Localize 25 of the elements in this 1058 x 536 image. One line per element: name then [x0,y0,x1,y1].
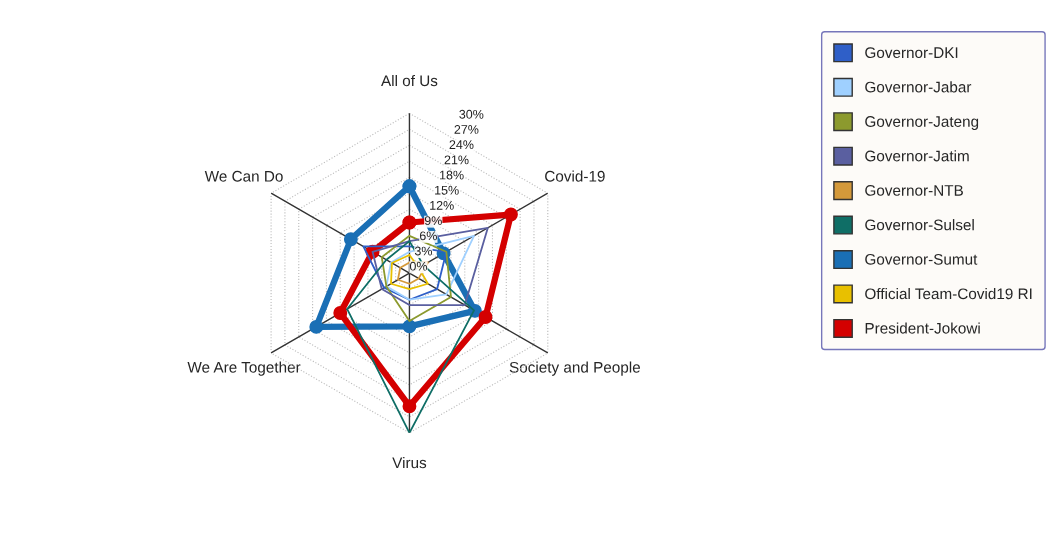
legend-label: Governor-Jateng [865,116,979,130]
legend-label: Governor-Jabar [865,81,972,93]
y-tick-label: 3% [414,246,432,256]
spoke-label: Virus [392,456,427,469]
y-tick-label: 21% [444,155,469,165]
y-tick-label: 24% [449,140,474,150]
legend-label: Governor-Sumut [865,253,978,265]
legend-label: President-Jokowi [865,322,980,334]
y-tick-label: 18% [440,170,464,180]
spoke-label: We Are Together [187,361,301,376]
spoke-label: Covid-19 [545,170,605,182]
y-tick-label: 30% [459,109,484,119]
spoke-label: All of Us [381,74,438,87]
y-tick-label: 9% [424,216,442,226]
spoke-label: We Can Do [204,170,283,182]
legend-label: Governor-DKI [865,47,958,59]
legend-label: Governor-Sulsel [865,219,974,231]
legend-label: Governor-NTB [865,185,963,196]
spoke-label: Society and People [509,361,641,376]
y-tick-label: 27% [454,125,479,134]
y-tick-label: 6% [419,231,437,241]
y-tick-label: 15% [435,185,459,195]
legend-label: Governor-Jatim [865,150,969,162]
legend-label: Official Team-Covid19 RI [865,287,1032,300]
y-tick-label: 12% [430,200,454,210]
